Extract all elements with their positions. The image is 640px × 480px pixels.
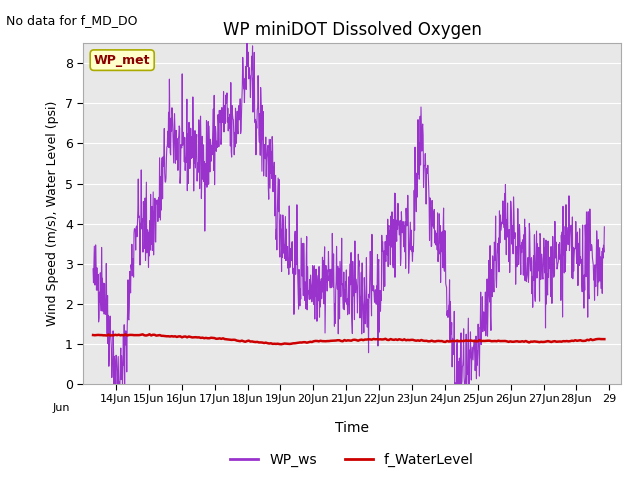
Y-axis label: Wind Speed (m/s), Water Level (psi): Wind Speed (m/s), Water Level (psi): [46, 101, 60, 326]
Title: WP miniDOT Dissolved Oxygen: WP miniDOT Dissolved Oxygen: [223, 21, 481, 39]
X-axis label: Time: Time: [335, 421, 369, 435]
Text: WP_met: WP_met: [94, 54, 150, 67]
Text: No data for f_MD_DO: No data for f_MD_DO: [6, 14, 138, 27]
Legend: WP_ws, f_WaterLevel: WP_ws, f_WaterLevel: [225, 447, 479, 472]
Text: Jun: Jun: [52, 403, 70, 413]
